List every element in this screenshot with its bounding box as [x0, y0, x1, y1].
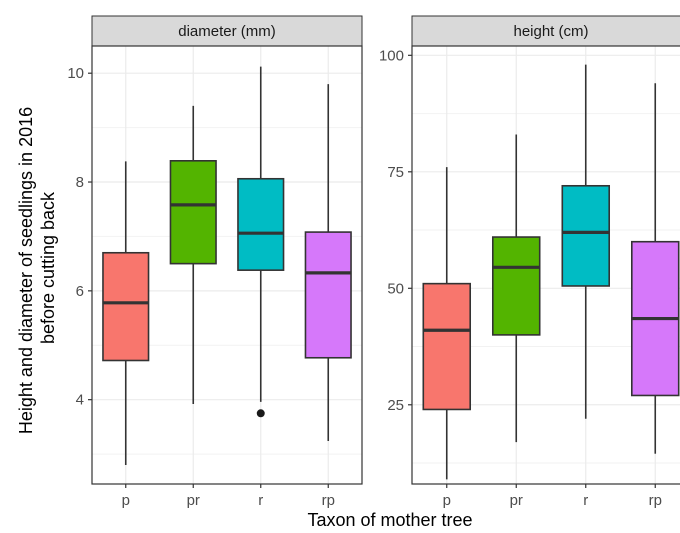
y-tick-label: 75: [387, 164, 404, 181]
box-body: [169, 160, 217, 265]
x-tick-label: r: [258, 492, 263, 509]
x-tick-label: rp: [649, 492, 662, 509]
box-body: [561, 184, 611, 287]
panel-2: height (cm) 25 50 75 100 p pr r rp: [379, 15, 680, 509]
box-body: [422, 282, 472, 411]
y-tick-label: 25: [387, 397, 404, 414]
y-tick-label: 100: [379, 47, 404, 64]
box-body: [491, 236, 541, 336]
panel-strip: [411, 15, 680, 47]
x-axis-title: Taxon of mother tree: [307, 510, 472, 530]
panel-border: [411, 45, 680, 485]
y-axis-title-line-1: Height and diameter of seedlings in 2016: [16, 107, 36, 434]
box-body: [237, 177, 285, 271]
x-tick-label: pr: [187, 492, 200, 509]
panel-strip-label: height (cm): [513, 23, 588, 40]
box-pr: [169, 105, 217, 405]
box-rp: [630, 83, 680, 454]
y-tick-label: 6: [76, 283, 84, 300]
x-tick-label: pr: [510, 492, 523, 509]
y-tick-label: 10: [67, 65, 84, 82]
box-r: [237, 66, 285, 418]
box-rp: [304, 84, 352, 442]
panel-1: diameter (mm) 4 6 8 10 p pr r rp: [67, 15, 363, 509]
y-tick-label: 4: [76, 392, 84, 409]
x-tick-label: rp: [322, 492, 335, 509]
y-axis-title: Height and diameter of seedlings in 2016…: [16, 102, 58, 434]
box-body: [304, 231, 352, 359]
x-tick-label: r: [583, 492, 588, 509]
panel-strip-label: diameter (mm): [178, 23, 276, 40]
box-r: [561, 64, 611, 419]
box-p: [422, 167, 472, 480]
plot-area: [92, 46, 362, 484]
y-tick-label: 50: [387, 280, 404, 297]
y-tick-label: 8: [76, 174, 84, 191]
box-pr: [491, 134, 541, 443]
x-tick-label: p: [122, 492, 130, 509]
box-body: [102, 251, 150, 362]
y-axis-title-line-2: before cutting back: [38, 191, 58, 344]
x-tick-label: p: [443, 492, 451, 509]
box-p: [102, 161, 150, 465]
panel-border: [91, 45, 363, 485]
plot-area: [412, 46, 680, 484]
outlier-point: [256, 409, 265, 418]
panel-strip: [91, 15, 363, 47]
